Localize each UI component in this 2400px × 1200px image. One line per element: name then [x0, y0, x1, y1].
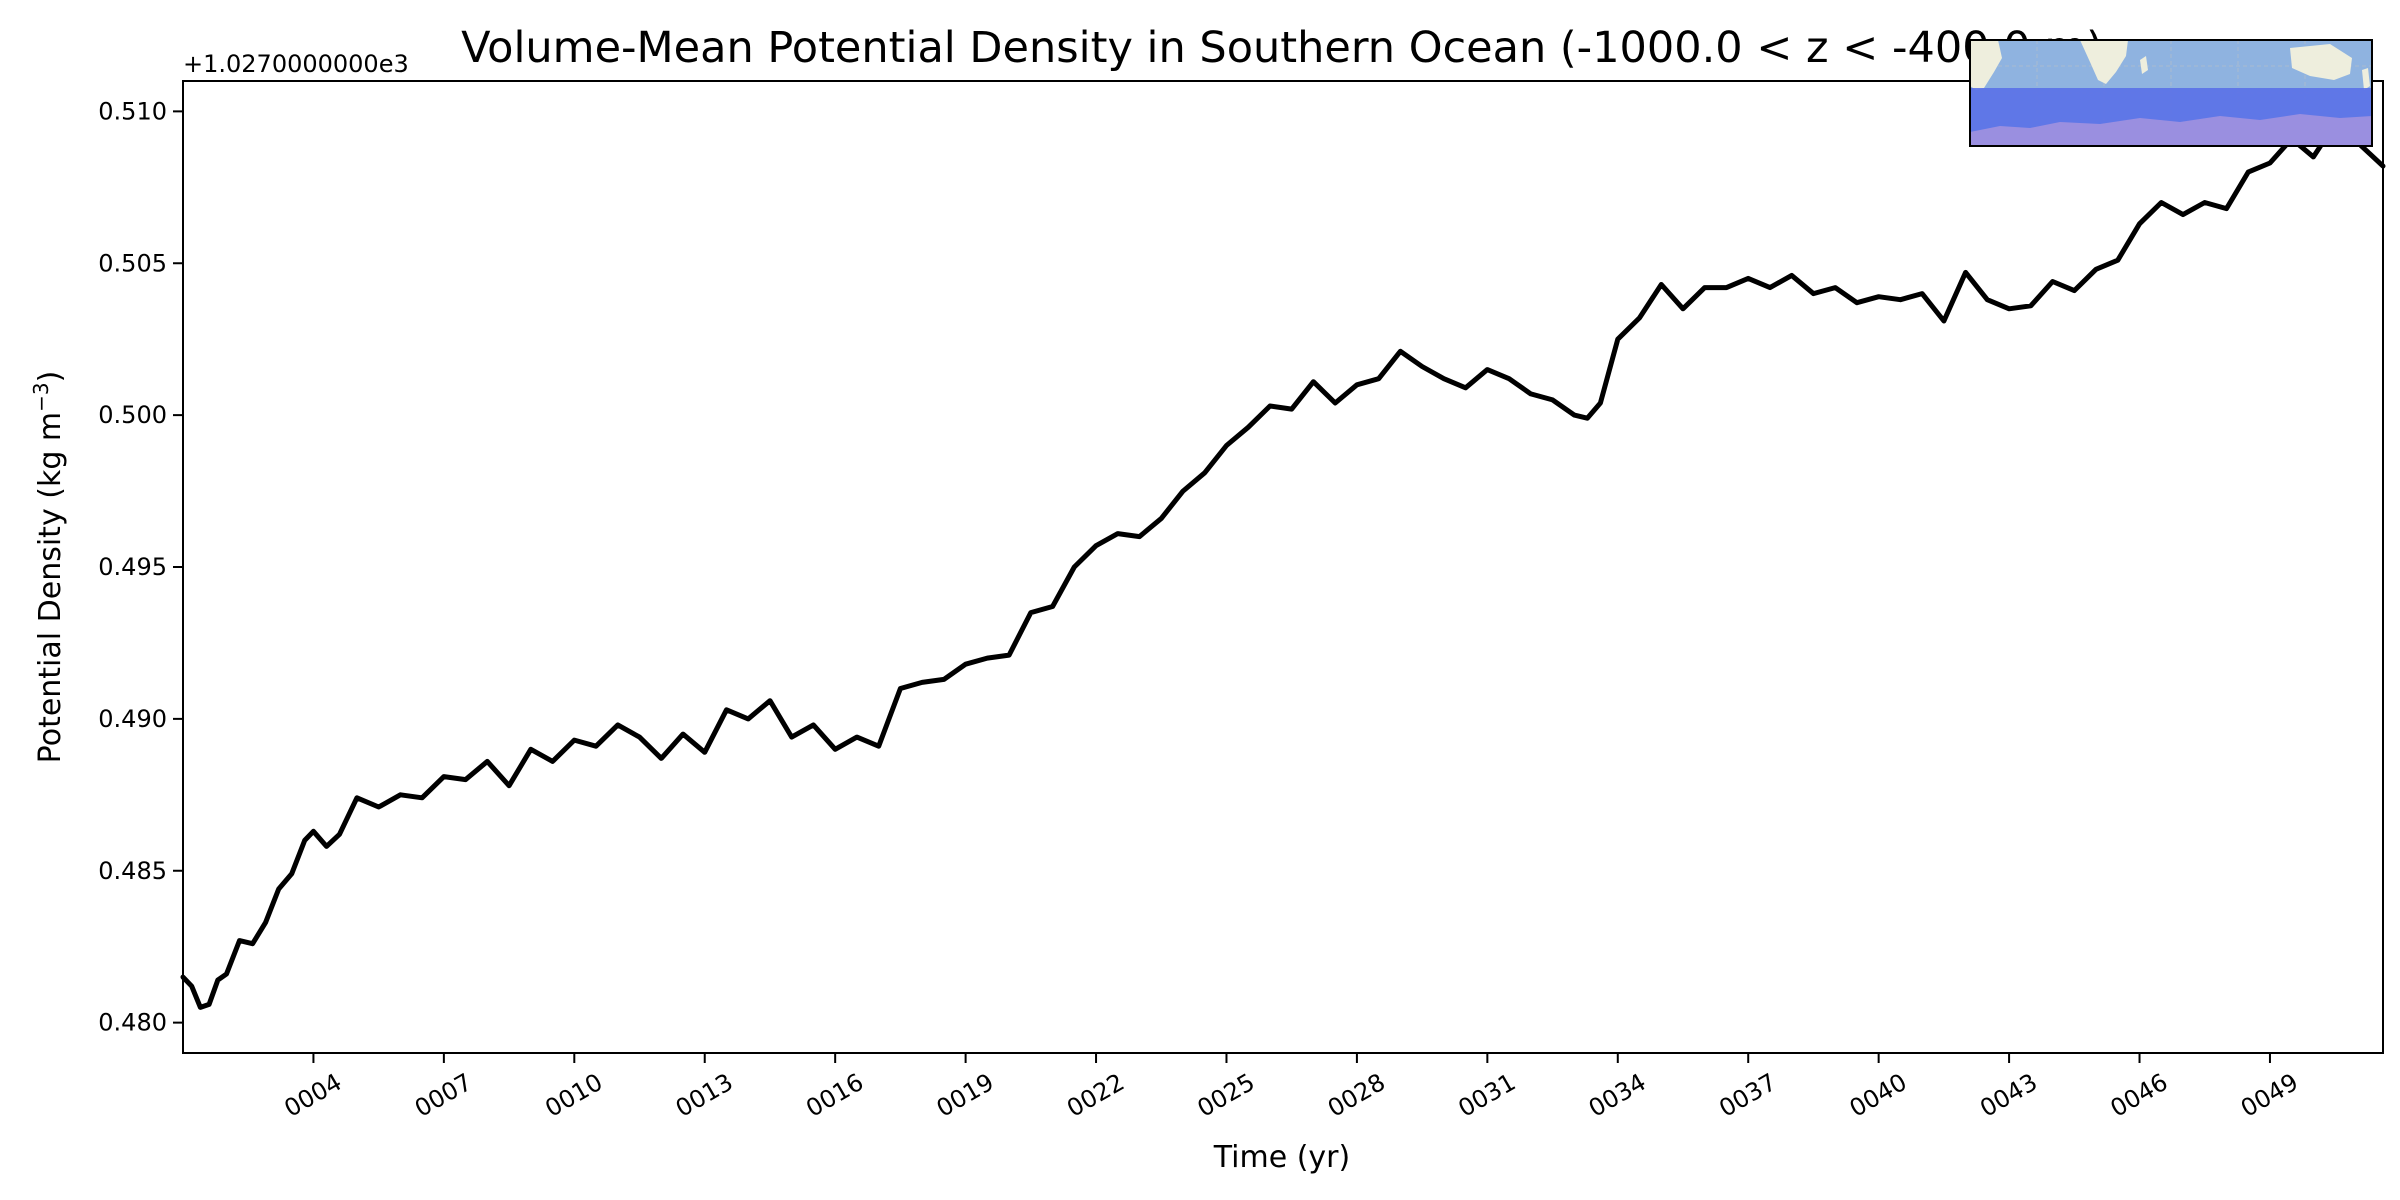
inset-land-new-zealand — [2362, 68, 2370, 90]
y-axis-ticks: 0.480 0.485 0.490 0.495 0.500 0.505 0.510 — [98, 97, 183, 1037]
x-tick-label: 0025 — [1193, 1068, 1260, 1123]
inset-land-antarctica — [1970, 114, 2372, 146]
x-tick-label: 0019 — [932, 1068, 999, 1123]
inset-border — [1969, 39, 2373, 147]
x-axis-label: Time (yr) — [1213, 1140, 1350, 1175]
x-tick-label: 0010 — [540, 1068, 607, 1123]
x-tick-label: 0037 — [1714, 1068, 1781, 1123]
x-tick-label: 0022 — [1062, 1068, 1129, 1123]
y-tick-label: 0.495 — [98, 553, 167, 581]
y-axis-label-close: ) — [33, 371, 68, 383]
x-tick-label: 0043 — [1975, 1068, 2042, 1123]
region-inset-map — [1969, 39, 2373, 147]
y-axis-offset-label: +1.0270000000e3 — [183, 50, 409, 78]
x-tick-label: 0004 — [280, 1068, 347, 1123]
y-tick-label: 0.490 — [98, 705, 167, 733]
chart-title: Volume-Mean Potential Density in Souther… — [461, 23, 2103, 73]
x-tick-label: 0013 — [671, 1068, 738, 1123]
series-line-0 — [180, 121, 2386, 1010]
y-tick-label: 0.480 — [98, 1009, 167, 1037]
x-tick-label: 0028 — [1323, 1068, 1390, 1123]
x-tick-label: 0046 — [2106, 1068, 2173, 1123]
x-tick-label: 0016 — [801, 1068, 868, 1123]
inset-land-africa — [2080, 40, 2128, 84]
y-tick-label: 0.500 — [98, 401, 167, 429]
y-tick-label: 0.510 — [98, 97, 167, 125]
plot-area — [182, 80, 2384, 1054]
inset-land-madagascar — [2140, 56, 2148, 74]
series-group — [180, 121, 2386, 1010]
x-tick-label: 0034 — [1584, 1068, 1651, 1123]
x-tick-label: 0031 — [1453, 1068, 1520, 1123]
x-tick-label: 0049 — [2236, 1068, 2303, 1123]
inset-land-south-america — [1970, 40, 2002, 90]
y-axis-label-superscript: −3 — [29, 382, 53, 411]
y-tick-label: 0.485 — [98, 857, 167, 885]
y-tick-label: 0.505 — [98, 249, 167, 277]
x-tick-label: 0040 — [1845, 1068, 1912, 1123]
x-tick-label: 0007 — [410, 1068, 477, 1123]
x-axis-ticks: 0004 0007 0010 0013 0016 0019 0022 0025 0028 0031… — [280, 1053, 2303, 1123]
y-axis-label: Potential Density (kg m−3) — [29, 371, 68, 764]
inset-land-australia — [2290, 44, 2352, 80]
y-axis-label-main: Potential Density (kg m — [33, 412, 68, 763]
